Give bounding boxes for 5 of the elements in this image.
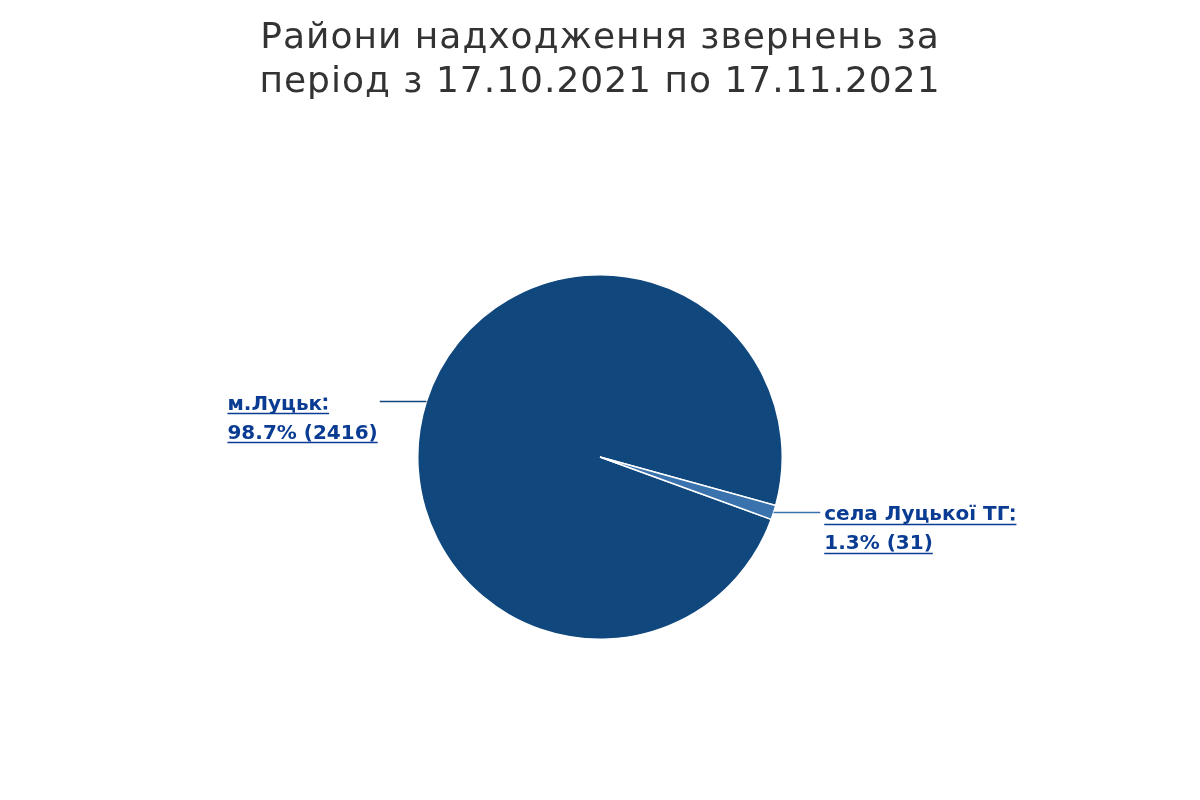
data-label: 1.3% (31)	[824, 530, 933, 555]
chart-title: Райони надходження звернень за період з 17.10.2021 по 17.11.2021	[258, 14, 942, 102]
data-label: 98.7% (2416)	[227, 419, 378, 444]
slice-label: м.Луцьк	[227, 390, 323, 415]
slice-label: села Луцької ТГ	[824, 501, 1010, 526]
